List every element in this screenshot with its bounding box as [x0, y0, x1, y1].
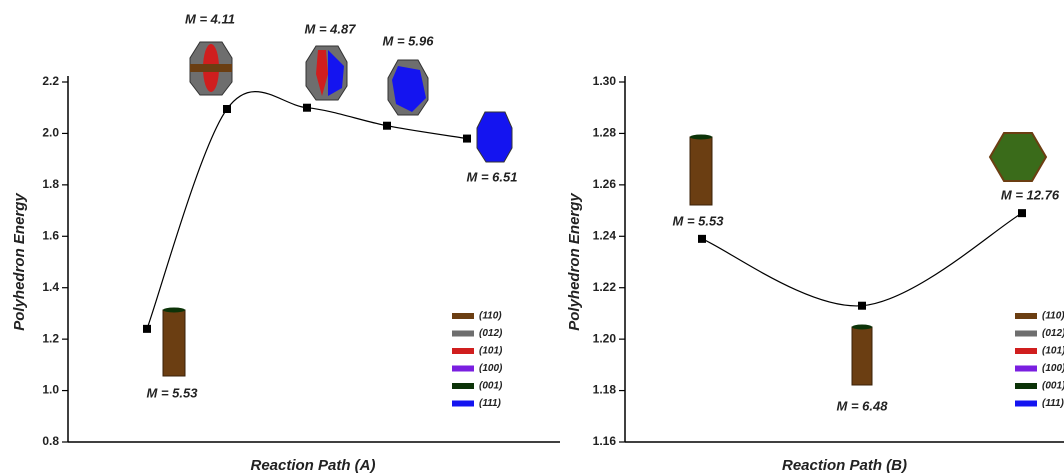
- legend-swatch: [1015, 401, 1037, 407]
- legend-swatch: [1015, 366, 1037, 372]
- legend-label: (101): [1042, 346, 1064, 357]
- point: [303, 104, 311, 112]
- point: [383, 122, 391, 130]
- y-tick-label: 1.28: [593, 126, 617, 140]
- legend-label: (001): [479, 381, 503, 392]
- y-axis-title: Polyhedron Energy: [566, 193, 583, 331]
- legend-label: (100): [479, 363, 503, 374]
- y-tick-label: 1.26: [593, 177, 617, 191]
- icon: [163, 310, 185, 376]
- annotation: M = 6.48: [837, 398, 889, 413]
- y-tick-label: 1.30: [593, 74, 617, 88]
- y-tick-label: 1.0: [42, 383, 59, 397]
- annotation: M = 12.76: [1001, 187, 1060, 202]
- legend-swatch: [452, 401, 474, 407]
- point: [143, 325, 151, 333]
- legend-label: (111): [479, 398, 502, 409]
- annotation: M = 5.53: [673, 213, 725, 228]
- y-tick-label: 1.22: [593, 280, 617, 294]
- icon: [852, 325, 872, 330]
- icon: [477, 112, 512, 162]
- legend-label: (012): [1042, 328, 1064, 339]
- y-tick-label: 1.24: [593, 228, 617, 242]
- legend-swatch: [452, 366, 474, 372]
- point: [1018, 209, 1026, 217]
- icon: [163, 308, 185, 313]
- legend-label: (110): [1042, 311, 1064, 322]
- legend-label: (111): [1042, 398, 1064, 409]
- icon: [190, 64, 232, 72]
- annotation: M = 5.96: [383, 33, 435, 48]
- point: [463, 135, 471, 143]
- y-tick-label: 1.20: [593, 331, 617, 345]
- icon: [690, 137, 712, 205]
- legend-swatch: [452, 331, 474, 337]
- y-tick-label: 1.6: [42, 228, 59, 242]
- legend-label: (012): [479, 328, 503, 339]
- y-tick-label: 2.2: [42, 74, 59, 88]
- y-axis-title: Polyhedron Energy: [11, 193, 28, 331]
- y-tick-label: 1.2: [42, 331, 59, 345]
- annotation: M = 6.51: [467, 169, 518, 184]
- legend-swatch: [1015, 313, 1037, 319]
- icon: [990, 133, 1046, 181]
- legend-swatch: [1015, 383, 1037, 389]
- annotation: M = 4.87: [305, 21, 357, 36]
- legend-label: (110): [479, 311, 502, 322]
- annotation: M = 5.53: [147, 385, 199, 400]
- point: [858, 302, 866, 310]
- curve: [147, 92, 467, 329]
- y-tick-label: 1.4: [42, 280, 59, 294]
- y-tick-label: 1.16: [593, 434, 617, 448]
- y-tick-label: 0.8: [42, 434, 59, 448]
- x-axis-title: Reaction Path (A): [250, 457, 375, 474]
- curve: [702, 213, 1022, 306]
- legend-label: (101): [479, 346, 503, 357]
- legend-label: (001): [1042, 381, 1064, 392]
- icon: [852, 327, 872, 385]
- figure: 0.8 1.0 1.2 1.4 1.6 1.8 2.0 2.2 Polyhedron Energ…: [0, 0, 1064, 474]
- point: [698, 235, 706, 243]
- y-tick-label: 1.8: [42, 177, 59, 191]
- x-axis-title: Reaction Path (B): [782, 457, 907, 474]
- legend-swatch: [452, 383, 474, 389]
- y-tick-label: 2.0: [42, 126, 59, 140]
- y-tick-label: 1.18: [593, 383, 617, 397]
- legend-swatch: [1015, 348, 1037, 354]
- legend-swatch: [452, 348, 474, 354]
- legend-swatch: [1015, 331, 1037, 337]
- legend-swatch: [452, 313, 474, 319]
- point: [223, 105, 231, 113]
- annotation: M = 4.11: [185, 11, 235, 26]
- legend-label: (100): [1042, 363, 1064, 374]
- icon: [690, 135, 712, 140]
